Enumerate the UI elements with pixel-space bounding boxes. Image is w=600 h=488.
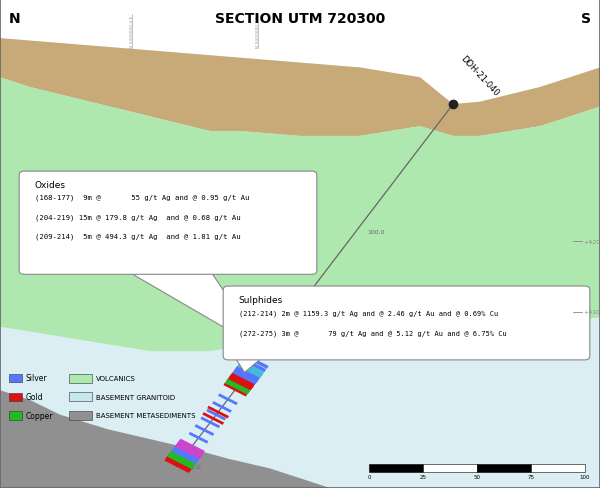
Text: N 5000000.2 E: N 5000000.2 E bbox=[256, 16, 260, 48]
Polygon shape bbox=[234, 356, 264, 373]
Text: 50: 50 bbox=[473, 474, 481, 479]
Text: 75: 75 bbox=[527, 474, 535, 479]
Polygon shape bbox=[126, 271, 264, 351]
Text: 100.0: 100.0 bbox=[367, 230, 385, 235]
Text: 25: 25 bbox=[419, 474, 427, 479]
Text: N: N bbox=[9, 12, 20, 26]
Bar bbox=[69, 411, 92, 420]
Bar bbox=[69, 374, 92, 383]
Text: (212-214) 2m @ 1159.3 g/t Ag and @ 2.46 g/t Au and @ 0.69% Cu: (212-214) 2m @ 1159.3 g/t Ag and @ 2.46 … bbox=[239, 310, 498, 316]
Bar bbox=[9, 393, 22, 401]
Bar bbox=[531, 464, 585, 472]
Polygon shape bbox=[0, 0, 600, 105]
Polygon shape bbox=[480, 107, 600, 332]
Text: +4200: +4200 bbox=[583, 239, 600, 244]
Text: (168-177)  9m @       55 g/t Ag and @ 0.95 g/t Au: (168-177) 9m @ 55 g/t Ag and @ 0.95 g/t … bbox=[35, 194, 249, 201]
Text: Sulphides: Sulphides bbox=[239, 296, 283, 305]
Bar bbox=[369, 464, 423, 472]
Text: Gold: Gold bbox=[26, 392, 43, 401]
Text: 282.0: 282.0 bbox=[183, 465, 201, 469]
Text: BASEMENT METASEDIMENTS: BASEMENT METASEDIMENTS bbox=[96, 412, 196, 418]
Text: Copper: Copper bbox=[26, 411, 53, 420]
Bar bbox=[9, 374, 22, 383]
Text: SECTION UTM 720300: SECTION UTM 720300 bbox=[215, 12, 385, 26]
Polygon shape bbox=[0, 390, 330, 488]
Text: S: S bbox=[581, 12, 591, 26]
FancyBboxPatch shape bbox=[19, 172, 317, 275]
Bar bbox=[477, 464, 531, 472]
Bar bbox=[423, 464, 477, 472]
Text: 100: 100 bbox=[580, 474, 590, 479]
Text: DDH-21-040: DDH-21-040 bbox=[459, 54, 501, 98]
Text: Oxides: Oxides bbox=[35, 181, 66, 190]
Bar bbox=[9, 411, 22, 420]
Bar bbox=[69, 392, 92, 402]
Text: 200.0: 200.0 bbox=[260, 320, 278, 325]
Text: Silver: Silver bbox=[26, 374, 47, 383]
Text: (209-214)  5m @ 494.3 g/t Ag  and @ 1.81 g/t Au: (209-214) 5m @ 494.3 g/t Ag and @ 1.81 g… bbox=[35, 233, 241, 240]
Text: +4100: +4100 bbox=[583, 310, 600, 315]
Polygon shape bbox=[0, 39, 600, 137]
FancyBboxPatch shape bbox=[223, 286, 590, 360]
Text: BASEMENT GRANITOID: BASEMENT GRANITOID bbox=[96, 394, 175, 400]
Text: (204-219) 15m @ 179.8 g/t Ag  and @ 0.68 g/t Au: (204-219) 15m @ 179.8 g/t Ag and @ 0.68 … bbox=[35, 214, 241, 220]
Text: N 5000000.4 E: N 5000000.4 E bbox=[130, 16, 134, 48]
Text: 0: 0 bbox=[367, 474, 371, 479]
Text: (272-275) 3m @       79 g/t Ag and @ 5.12 g/t Au and @ 6.75% Cu: (272-275) 3m @ 79 g/t Ag and @ 5.12 g/t … bbox=[239, 330, 506, 337]
Text: VOLCANICS: VOLCANICS bbox=[96, 375, 136, 381]
Polygon shape bbox=[0, 78, 600, 351]
